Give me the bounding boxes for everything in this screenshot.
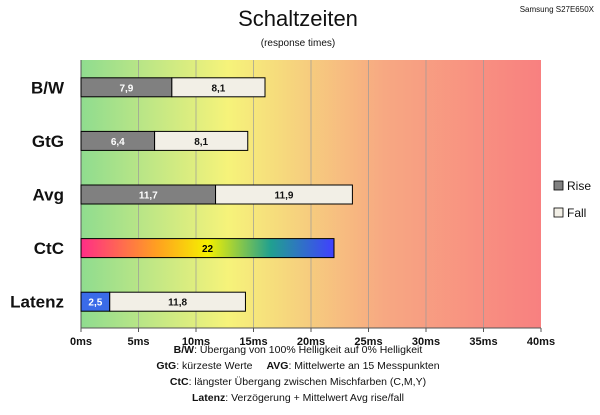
footnote-ctc-key: CtC [170, 376, 189, 388]
bar-value-label: 11,9 [275, 191, 294, 202]
bar-value-label: 2,5 [88, 298, 102, 309]
footnote-gtg-text: : kürzeste Werte [176, 360, 252, 372]
x-axis-ticks: 0ms 5ms 10ms 15ms 20ms 25ms 30ms 35ms 40ms [70, 328, 555, 348]
legend: Rise Fall [553, 179, 591, 220]
bar-fall [171, 77, 266, 98]
category-label: B/W [31, 78, 65, 97]
footnote-bw: B/W: Übergang von 100% Helligkeit auf 0%… [174, 344, 423, 356]
category-labels: B/W GtG Avg CtC Latenz [10, 78, 65, 311]
footnote-bw-text: : Übergang von 100% Helligkeit auf 0% He… [194, 344, 422, 356]
bar-value-label: 6,4 [111, 137, 125, 148]
footnote-ctc-text: : längster Übergang zwischen Mischfarben… [189, 376, 427, 388]
legend-swatch-fall [553, 207, 564, 218]
bar-value-label: 8,1 [194, 137, 208, 148]
footnote-avg-text: : Mittelwerte an 15 Messpunkten [288, 360, 439, 372]
x-tick-label: 15ms [239, 336, 267, 348]
footnote-ctc: CtC: längster Übergang zwischen Mischfar… [170, 376, 426, 388]
footnote-gtg-avg: GtG: kürzeste Werte AVG: Mittelwerte an 1… [156, 360, 439, 372]
x-tick-label: 0ms [70, 336, 92, 348]
footnote-gtg-key: GtG [156, 360, 176, 372]
bar-value-label: 11,8 [168, 298, 187, 309]
category-label: Latenz [10, 293, 64, 312]
monitor-model: Samsung S27E650X [520, 5, 595, 14]
bar-fall [215, 184, 353, 205]
chart-subtitle: (response times) [261, 38, 335, 49]
bar-fall [154, 130, 249, 151]
footnote-avg-key: AVG [266, 360, 288, 372]
chart-title: Schaltzeiten [238, 6, 358, 31]
x-tick-label: 40ms [527, 336, 555, 348]
legend-label-fall: Fall [567, 206, 586, 220]
x-tick-label: 30ms [412, 336, 440, 348]
footnotes: B/W: Übergang von 100% Helligkeit auf 0%… [156, 344, 439, 404]
bars: 7,9 8,1 6,4 8,1 11,7 11,9 22 2,5 11,8 [80, 77, 353, 312]
bar-value-label: 8,1 [211, 83, 225, 94]
x-tick-label: 5ms [127, 336, 149, 348]
legend-label-rise: Rise [567, 179, 591, 193]
footnote-latenz: Latenz: Verzögerung + Mittelwert Avg ris… [192, 392, 404, 404]
x-tick-label: 20ms [297, 336, 325, 348]
bar-value-label: 22 [202, 244, 214, 255]
x-tick-label: 35ms [469, 336, 497, 348]
x-tick-label: 10ms [182, 336, 210, 348]
category-label: GtG [32, 132, 64, 151]
bar-value-label: 11,7 [139, 191, 158, 202]
legend-swatch-rise [553, 180, 564, 191]
footnote-latenz-key: Latenz [192, 392, 225, 404]
bar-rise [80, 238, 335, 259]
category-label: CtC [34, 239, 64, 258]
footnote-bw-key: B/W [174, 344, 195, 356]
footnote-latenz-text: : Verzögerung + Mittelwert Avg rise/fall [225, 392, 404, 404]
category-label: Avg [33, 186, 65, 205]
bar-value-label: 7,9 [119, 83, 133, 94]
x-tick-label: 25ms [354, 336, 382, 348]
bar-fall [109, 291, 246, 312]
